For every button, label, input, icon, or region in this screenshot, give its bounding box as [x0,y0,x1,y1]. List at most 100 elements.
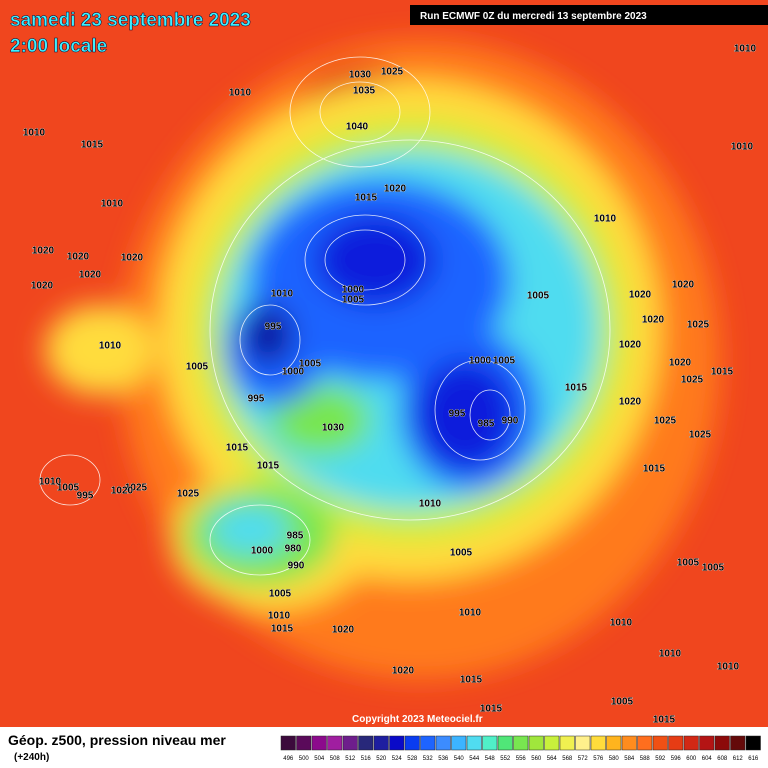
colorbar-label: 576 [593,756,604,762]
isobar-labels: 1010 1010 1030 1025 1035 1040 1010 1015 1010 1020… [23,43,757,726]
isobar-label: 1020 [629,290,652,301]
run-box [410,5,768,25]
colorbar-swatch [435,735,451,751]
isobar-label: 1000 [342,285,365,296]
run-label: Run ECMWF 0Z du mercredi 13 septembre 20… [420,11,647,22]
colorbar-swatch [544,735,560,751]
colorbar-label: 584 [624,756,635,762]
isobar-label: 995 [265,322,282,333]
colorbar-label: 556 [516,756,527,762]
colorbar-swatch [699,735,715,751]
isobar-label: 1020 [619,397,642,408]
isobar-label: 1015 [355,193,378,204]
colorbar-swatch [311,735,327,751]
caption: Géop. z500, pression niveau mer [8,732,226,748]
colorbar-label: 512 [345,756,356,762]
isobar-label: 1010 [459,608,482,619]
isobar-label: 1015 [653,715,676,726]
colorbar-label: 572 [578,756,589,762]
colorbar-label: 524 [392,756,403,762]
colorbar-swatch [745,735,761,751]
colorbar-label: 596 [671,756,682,762]
isobar-label: 1020 [619,340,642,351]
isobar-label: 1015 [460,675,483,686]
isobar-label: 980 [285,544,302,555]
isobar-label: 1035 [353,86,376,97]
map-time: 2:00 locale [10,36,107,57]
isobar-label: 1015 [257,461,280,472]
isobar-label: 1015 [271,624,294,635]
colorbar-swatch [683,735,699,751]
isobar-label: 990 [502,416,519,427]
isobar-label: 1020 [121,253,144,264]
isobar-label: 1010 [717,662,740,673]
isobar-label: 1005 [527,291,550,302]
colorbar-label: 612 [733,756,744,762]
isobar-label: 1020 [67,252,90,263]
colorbar-label: 616 [748,756,759,762]
colorbar-label: 516 [361,756,372,762]
isobar-label: 1005 [611,697,634,708]
colorbar-swatch [420,735,436,751]
isobar-label: 1015 [711,367,734,378]
isobar-label: 990 [288,561,305,572]
colorbar-swatch [730,735,746,751]
map-field [0,0,768,727]
colorbar-label: 588 [640,756,651,762]
isobar-label: 1010 [731,142,754,153]
colorbar: 496 500 504 508 512 516 520 524 528 532 536 540 544 5… [280,735,761,762]
isobar-label: 1025 [687,320,710,331]
isobar-label: 1015 [565,383,588,394]
colorbar-swatch [621,735,637,751]
isobar-label: 995 [449,409,466,420]
colorbar-swatch [342,735,358,751]
colorbar-label: 592 [655,756,666,762]
colorbar-swatch [466,735,482,751]
isobar-label: 1005 [677,558,700,569]
isobar-label: 1025 [681,375,704,386]
isobar-label: 1010 [419,499,442,510]
isobar-label: 1015 [643,464,666,475]
isobar-label: 1005 [57,483,80,494]
isobar-label: 1025 [381,67,404,78]
isobar-label: 1020 [31,281,54,292]
isobar-label: 1010 [101,199,124,210]
colorbar-swatch [606,735,622,751]
isobar-label: 1010 [594,214,617,225]
isobar-label: 1015 [226,443,249,454]
isobar-label: 1020 [669,358,692,369]
colorbar-swatch [404,735,420,751]
isobar-label: 1000 [282,367,305,378]
isobar-label: 1005 [269,589,292,600]
isobar-label: 1005 [493,356,516,367]
colorbar-label: 540 [454,756,465,762]
colorbar-swatch [575,735,591,751]
isobar-label: 1020 [384,184,407,195]
isobar-label: 1030 [322,423,345,434]
colorbar-label: 548 [485,756,496,762]
colorbar-swatch [714,735,730,751]
colorbar-swatch [668,735,684,751]
colorbar-swatch [559,735,575,751]
isobar-label: 1010 [659,649,682,660]
isobar-label: 1040 [346,122,369,133]
colorbar-label: 560 [531,756,542,762]
isobar-label: 1010 [229,88,252,99]
colorbar-swatch [327,735,343,751]
colorbar-label: 552 [500,756,511,762]
colorbar-swatch [482,735,498,751]
isobar-label: 1005 [702,563,725,574]
isobar-label: 1005 [186,362,209,373]
isobar-label: 1010 [39,477,62,488]
isobar-label: 1000 [469,356,492,367]
isobar-label: 1010 [268,611,291,622]
colorbar-swatch [296,735,312,751]
colorbar-swatch [637,735,653,751]
colorbar-label: 604 [702,756,713,762]
isobar-label: 1015 [81,140,104,151]
isobar-label: 995 [77,491,94,502]
isobar-label: 1005 [450,548,473,559]
colorbar-label: 500 [299,756,310,762]
colorbar-label: 580 [609,756,620,762]
isobar-label: 1010 [734,44,757,55]
